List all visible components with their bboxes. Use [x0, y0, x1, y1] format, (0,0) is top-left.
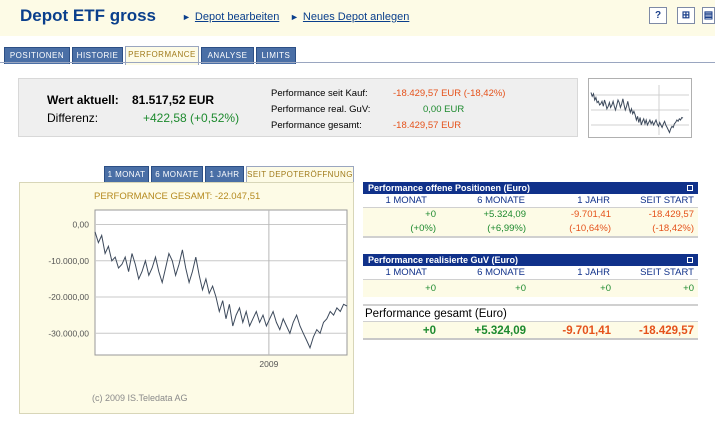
col-seit-start: SEIT START: [640, 195, 694, 206]
table-real-header: Performance realisierte GuV (Euro): [363, 254, 698, 266]
expand-icon[interactable]: [687, 185, 693, 191]
tab-analyse[interactable]: ANALYSE: [201, 47, 254, 64]
plot-area: [94, 209, 348, 356]
arrow-right-icon: ►: [290, 12, 299, 22]
y-tick-label: 0,00: [72, 220, 89, 230]
col-6-monate: 6 MONATE: [477, 267, 525, 278]
tab-performance[interactable]: PERFORMANCE: [125, 46, 199, 65]
chart-title: PERFORMANCE GESAMT: -22.047,51: [94, 191, 261, 202]
export-icon[interactable]: ⊞: [677, 7, 695, 24]
col-1-jahr: 1 JAHR: [577, 195, 610, 206]
main-tabs: POSITIONEN HISTORIE PERFORMANCE ANALYSE …: [0, 44, 715, 65]
gesamt-6m: +5.324,09: [474, 325, 526, 337]
wert-label: Wert aktuell:: [47, 93, 119, 107]
chart-tab-1-jahr[interactable]: 1 JAHR: [205, 166, 244, 183]
real-abs-6m: +0: [515, 283, 526, 294]
new-depot-link[interactable]: ► Neues Depot anlegen: [290, 11, 409, 23]
table-row: +0 +5.324,09 -9.701,41 -18.429,57: [363, 208, 698, 222]
tab-positionen[interactable]: POSITIONEN: [4, 47, 70, 64]
real-abs-start: +0: [683, 283, 694, 294]
tab-historie[interactable]: HISTORIE: [72, 47, 123, 64]
y-tick-label: -10.000,00: [48, 256, 89, 266]
gesamt-row: +0 +5.324,09 -9.701,41 -18.429,57: [363, 321, 698, 340]
tab-divider: [0, 62, 715, 63]
perf-kauf-label: Performance seit Kauf:: [271, 88, 368, 99]
diff-value: +422,58 (+0,52%): [143, 111, 240, 125]
copyright-text: (c) 2009 IS.Teledata AG: [92, 393, 188, 403]
new-depot-label: Neues Depot anlegen: [302, 11, 410, 23]
offen-pct-6m: (+6,99%): [487, 223, 526, 234]
print-icon[interactable]: ▤: [702, 7, 715, 24]
table-real-colhead: 1 MONAT 6 MONATE 1 JAHR SEIT START: [363, 266, 698, 280]
table-realisierte-guv: Performance realisierte GuV (Euro) 1 MON…: [363, 254, 698, 297]
offen-pct-1m: (+0%): [410, 223, 436, 234]
performance-chart-panel: PERFORMANCE GESAMT: -22.047,51 0,00 -10.0…: [19, 182, 354, 414]
edit-depot-label: Depot bearbeiten: [194, 11, 280, 23]
perf-guv-label: Performance real. GuV:: [271, 104, 371, 115]
perf-kauf-value: -18.429,57 EUR (-18,42%): [393, 88, 506, 99]
table-row: (+0%) (+6,99%) (-10,64%) (-18,42%): [363, 222, 698, 236]
table-offen-title: Performance offene Positionen (Euro): [368, 183, 531, 193]
chart-tab-6-monate[interactable]: 6 MONATE: [151, 166, 203, 183]
table-offene-positionen: Performance offene Positionen (Euro) 1 M…: [363, 182, 698, 238]
x-tick-label: 2009: [259, 359, 278, 369]
table-offen-colhead: 1 MONAT 6 MONATE 1 JAHR SEIT START: [363, 194, 698, 208]
y-tick-label: -20.000,00: [48, 292, 89, 302]
expand-icon[interactable]: [687, 257, 693, 263]
page-title: Depot ETF gross: [20, 6, 157, 25]
wert-value: 81.517,52 EUR: [132, 93, 215, 107]
perf-gesamt-label: Performance gesamt:: [271, 120, 362, 131]
chart-tab-1-monat[interactable]: 1 MONAT: [104, 166, 149, 183]
arrow-right-icon: ►: [182, 12, 191, 22]
offen-pct-1j: (-10,64%): [569, 223, 611, 234]
performance-chart: 0,00 -10.000,00 -20.000,00 -30.000,00 2009: [48, 209, 348, 369]
real-abs-1j: +0: [600, 283, 611, 294]
mini-chart-svg: [590, 85, 689, 135]
col-1-jahr: 1 JAHR: [577, 267, 610, 278]
tab-limits[interactable]: LIMITS: [256, 47, 296, 64]
offen-pct-start: (-18,42%): [652, 223, 694, 234]
real-abs-1m: +0: [425, 283, 436, 294]
table-divider: [363, 236, 698, 238]
offen-abs-6m: +5.324,09: [483, 209, 526, 220]
edit-depot-link[interactable]: ► Depot bearbeiten: [182, 11, 279, 23]
mini-series-line: [590, 92, 684, 134]
gesamt-1j: -9.701,41: [562, 325, 611, 337]
perf-gesamt-value: -18.429,57 EUR: [393, 120, 462, 131]
col-1-monat: 1 MONAT: [385, 267, 427, 278]
mini-performance-chart[interactable]: [588, 78, 692, 138]
offen-abs-start: -18.429,57: [648, 209, 694, 220]
gesamt-start: -18.429,57: [639, 325, 694, 337]
col-seit-start: SEIT START: [640, 267, 694, 278]
table-row: +0 +0 +0 +0: [363, 280, 698, 297]
help-icon[interactable]: ?: [649, 7, 667, 24]
table-offen-header: Performance offene Positionen (Euro): [363, 182, 698, 194]
summary-box: Wert aktuell: 81.517,52 EUR Differenz: +…: [18, 78, 578, 137]
table-real-title: Performance realisierte GuV (Euro): [368, 255, 519, 265]
offen-abs-1m: +0: [425, 209, 436, 220]
offen-abs-1j: -9.701,41: [570, 209, 611, 220]
y-tick-label: -30.000,00: [48, 328, 89, 338]
gesamt-title: Performance gesamt (Euro): [363, 304, 698, 321]
chart-tab-seit-eroeffnung[interactable]: SEIT DEPOTERÖFFNUNG: [246, 166, 354, 183]
col-6-monate: 6 MONATE: [477, 195, 525, 206]
gesamt-1m: +0: [422, 325, 436, 337]
page-header: Depot ETF gross ► Depot bearbeiten ► Neues…: [0, 0, 715, 36]
col-1-monat: 1 MONAT: [385, 195, 427, 206]
perf-guv-value: 0,00 EUR: [423, 104, 465, 115]
diff-label: Differenz:: [47, 111, 99, 125]
performance-series-line: [94, 231, 348, 350]
